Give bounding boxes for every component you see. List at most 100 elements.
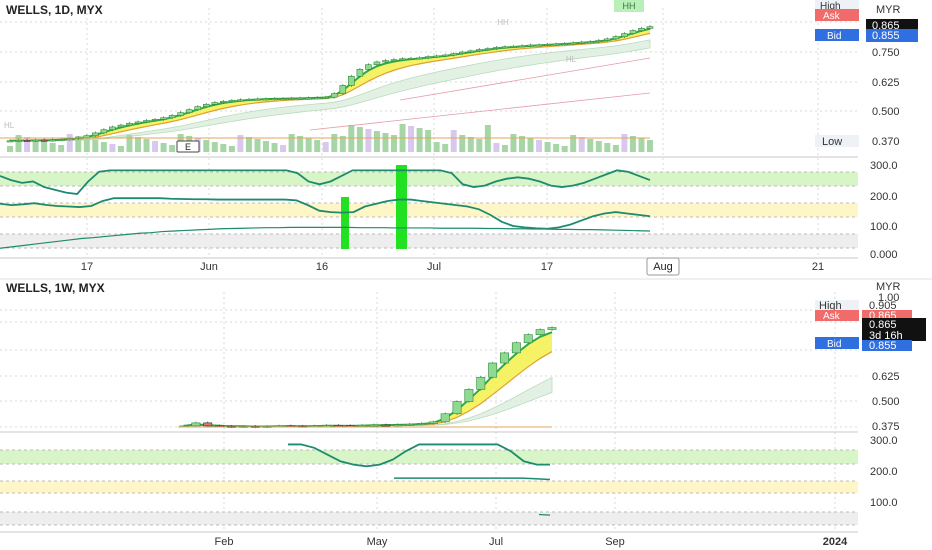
top-candle bbox=[83, 135, 91, 138]
top-candle bbox=[441, 54, 449, 57]
earnings-marker[interactable] bbox=[176, 140, 200, 153]
top-osc-line3 bbox=[0, 226, 651, 249]
top-volume-bar bbox=[416, 128, 423, 152]
top-volume-bar bbox=[126, 135, 133, 152]
bottom-candle bbox=[405, 423, 415, 426]
bottom-ask-label: Ask bbox=[823, 311, 841, 322]
top-candle bbox=[271, 98, 278, 101]
top-candle bbox=[621, 33, 628, 37]
top-osc-tick: 100.0 bbox=[870, 221, 898, 233]
bottom-candle bbox=[440, 413, 450, 423]
bottom-osc-zone-borders bbox=[0, 449, 858, 526]
top-ema-band bbox=[10, 28, 650, 141]
top-candle bbox=[416, 57, 423, 60]
top-candle bbox=[288, 98, 295, 100]
top-high-tag bbox=[815, 0, 859, 11]
top-candle bbox=[228, 100, 236, 102]
top-ema-cloud bbox=[9, 39, 651, 142]
top-volume-bar bbox=[143, 139, 150, 152]
bottom-x-axis: Feb May Jul Sep 2024 bbox=[215, 536, 849, 548]
top-candle bbox=[32, 139, 39, 142]
top-candle bbox=[185, 109, 193, 113]
top-volume-bar bbox=[536, 140, 543, 152]
bottom-candle bbox=[488, 362, 498, 378]
top-candle bbox=[390, 59, 398, 62]
top-candle bbox=[92, 132, 99, 137]
top-candle bbox=[356, 69, 364, 77]
top-candle bbox=[49, 139, 56, 142]
bottom-panel: WELLS, 1W, MYX Feb May Jul Sep 2024 MYR … bbox=[0, 281, 926, 548]
top-candle bbox=[484, 48, 492, 51]
top-volume-bar bbox=[92, 140, 99, 152]
bottom-osc-tick: 200.0 bbox=[870, 466, 898, 478]
top-candle bbox=[458, 51, 466, 54]
top-candle bbox=[6, 140, 14, 143]
top-price-tick: 0.500 bbox=[872, 106, 900, 118]
top-candle bbox=[134, 121, 142, 124]
top-volume-bar bbox=[203, 140, 210, 152]
osc-zone-gray bbox=[0, 234, 858, 248]
top-candle bbox=[510, 45, 517, 48]
top-volume-bar bbox=[305, 138, 312, 152]
top-candle bbox=[279, 98, 287, 101]
top-x-tick: 17 bbox=[541, 261, 553, 273]
bottom-x-tick: May bbox=[367, 536, 388, 548]
bottom-osc-zone-gray bbox=[0, 512, 858, 525]
top-chart-title: WELLS, 1D, MYX bbox=[6, 3, 103, 17]
top-candle bbox=[330, 93, 338, 98]
hh-label-faint: HH bbox=[497, 18, 509, 27]
top-candle bbox=[126, 122, 133, 126]
bottom-high-tag bbox=[815, 300, 859, 311]
bottom-candle bbox=[381, 424, 391, 427]
bottom-candle bbox=[523, 334, 533, 344]
bottom-x-tick: Feb bbox=[215, 536, 234, 548]
bottom-candle bbox=[476, 376, 486, 390]
bottom-price-tick: 0.625 bbox=[872, 371, 900, 383]
top-candle bbox=[518, 45, 526, 48]
bottom-x-tick-year: 2024 bbox=[823, 536, 848, 548]
top-candle bbox=[168, 115, 176, 119]
bottom-price-tick: 0.375 bbox=[872, 421, 900, 433]
top-volume-bar bbox=[237, 135, 244, 152]
osc-zone-borders bbox=[0, 171, 858, 249]
top-volume-bar bbox=[467, 137, 474, 152]
top-candle bbox=[424, 56, 432, 59]
top-volume-bar bbox=[450, 130, 457, 152]
top-volume-bar bbox=[15, 135, 22, 152]
top-candle bbox=[211, 102, 219, 105]
top-candle bbox=[339, 85, 347, 94]
top-panel: WELLS, 1D, MYX HH HH HL HL E 17 bbox=[0, 0, 918, 276]
top-volume-bar bbox=[553, 144, 560, 152]
top-volume-bars bbox=[7, 124, 653, 152]
top-osc-tick: 300.0 bbox=[870, 160, 898, 172]
top-cloud bbox=[9, 27, 651, 142]
top-volume-bar bbox=[433, 142, 440, 152]
top-osc-tick: 0.000 bbox=[870, 249, 898, 261]
top-candle bbox=[177, 112, 184, 116]
top-volume-bar bbox=[373, 131, 380, 152]
top-candle bbox=[151, 119, 159, 121]
top-candle bbox=[100, 129, 108, 134]
top-volume-bar bbox=[220, 144, 227, 152]
top-low-tag bbox=[815, 135, 859, 147]
top-volume-bar bbox=[32, 139, 39, 152]
top-volume-bar bbox=[41, 141, 48, 152]
bottom-candle bbox=[464, 389, 474, 402]
top-volume-bar bbox=[271, 143, 278, 152]
top-volume-bar bbox=[365, 129, 372, 152]
top-candle bbox=[202, 104, 210, 107]
bottom-ask-price-tag bbox=[862, 310, 912, 321]
top-volume-bar bbox=[595, 141, 602, 152]
top-candle bbox=[450, 53, 458, 56]
top-volume-bar bbox=[109, 144, 116, 152]
top-volume-bar bbox=[228, 146, 235, 152]
bottom-candle bbox=[547, 327, 557, 330]
top-volume-bar bbox=[356, 127, 363, 152]
top-volume-bar bbox=[58, 145, 65, 152]
top-volume-bar bbox=[408, 126, 415, 152]
top-candle bbox=[262, 98, 270, 101]
top-candle bbox=[237, 99, 244, 102]
top-candle bbox=[348, 75, 355, 86]
top-volume-bar bbox=[638, 138, 645, 152]
top-candle bbox=[544, 44, 551, 46]
